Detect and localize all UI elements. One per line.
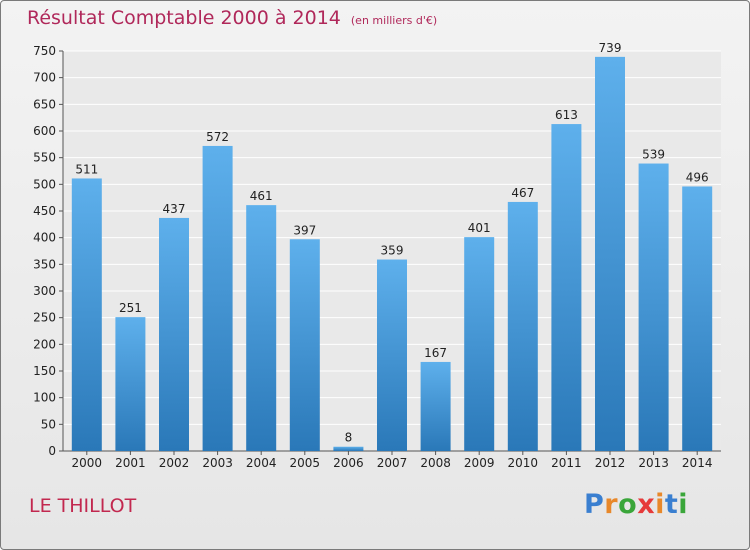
bar [638, 163, 669, 452]
data-label: 461 [250, 189, 273, 203]
data-label: 401 [468, 221, 491, 235]
logo-letter: t [664, 489, 679, 520]
logo-letter: r [604, 489, 619, 520]
data-label: 572 [206, 130, 229, 144]
x-tick-label: 2012 [595, 456, 626, 470]
logo-letter: P [584, 489, 605, 520]
y-tick-label: 550 [33, 151, 56, 165]
bar [202, 145, 233, 451]
data-label: 397 [293, 223, 316, 237]
x-tick-label: 2008 [420, 456, 451, 470]
data-label: 539 [642, 148, 665, 162]
data-label: 739 [599, 41, 622, 55]
x-tick-label: 2009 [464, 456, 495, 470]
logo-letter: o [618, 489, 638, 520]
data-label: 467 [511, 186, 534, 200]
bar [159, 217, 189, 451]
y-tick-label: 600 [33, 124, 56, 138]
y-tick-label: 500 [33, 177, 56, 191]
data-label: 167 [424, 346, 447, 360]
y-tick-label: 350 [33, 257, 56, 271]
bar [464, 237, 495, 451]
x-tick-label: 2011 [551, 456, 582, 470]
y-tick-label: 50 [41, 417, 56, 431]
x-tick-label: 2007 [377, 456, 408, 470]
data-label: 613 [555, 108, 578, 122]
x-tick-label: 2000 [72, 456, 103, 470]
logo-letter: x [637, 489, 656, 520]
bar [507, 201, 538, 451]
y-tick-label: 450 [33, 204, 56, 218]
bar [246, 205, 277, 451]
bar [289, 239, 320, 451]
x-tick-label: 2003 [202, 456, 233, 470]
title-row: Résultat Comptable 2000 à 2014 (en millie… [27, 7, 437, 29]
y-tick-label: 100 [33, 391, 56, 405]
y-tick-label: 750 [33, 44, 56, 58]
x-tick-label: 2006 [333, 456, 364, 470]
data-label: 251 [119, 301, 142, 315]
bar [420, 361, 451, 451]
data-label: 437 [163, 202, 186, 216]
bar [377, 259, 407, 451]
y-tick-label: 400 [33, 231, 56, 245]
bar [595, 56, 625, 451]
y-tick-label: 250 [33, 311, 56, 325]
x-tick-label: 2001 [115, 456, 146, 470]
location-label: LE THILLOT [29, 495, 137, 517]
x-tick-label: 2010 [508, 456, 539, 470]
proxiti-logo: Proxiti [584, 489, 688, 520]
y-tick-label: 650 [33, 97, 56, 111]
bar [333, 446, 364, 451]
chart-title: Résultat Comptable 2000 à 2014 [27, 7, 341, 29]
y-tick-label: 150 [33, 364, 56, 378]
data-label: 359 [381, 244, 404, 258]
y-tick-label: 700 [33, 71, 56, 85]
bar [551, 124, 582, 452]
y-tick-label: 300 [33, 284, 56, 298]
chart-subtitle: (en milliers d'€) [350, 14, 438, 27]
data-label: 496 [686, 170, 709, 184]
logo-letter: i [678, 489, 689, 520]
y-tick-label: 0 [48, 444, 56, 458]
data-label: 511 [75, 162, 98, 176]
y-tick-label: 200 [33, 337, 56, 351]
x-tick-label: 2005 [290, 456, 321, 470]
bar [115, 317, 146, 451]
data-label: 8 [345, 431, 353, 445]
bar [682, 186, 713, 451]
x-tick-label: 2004 [246, 456, 277, 470]
x-tick-label: 2002 [159, 456, 190, 470]
x-tick-label: 2014 [682, 456, 713, 470]
logo-letter: i [655, 489, 665, 520]
x-tick-label: 2013 [638, 456, 669, 470]
bar [71, 178, 102, 451]
